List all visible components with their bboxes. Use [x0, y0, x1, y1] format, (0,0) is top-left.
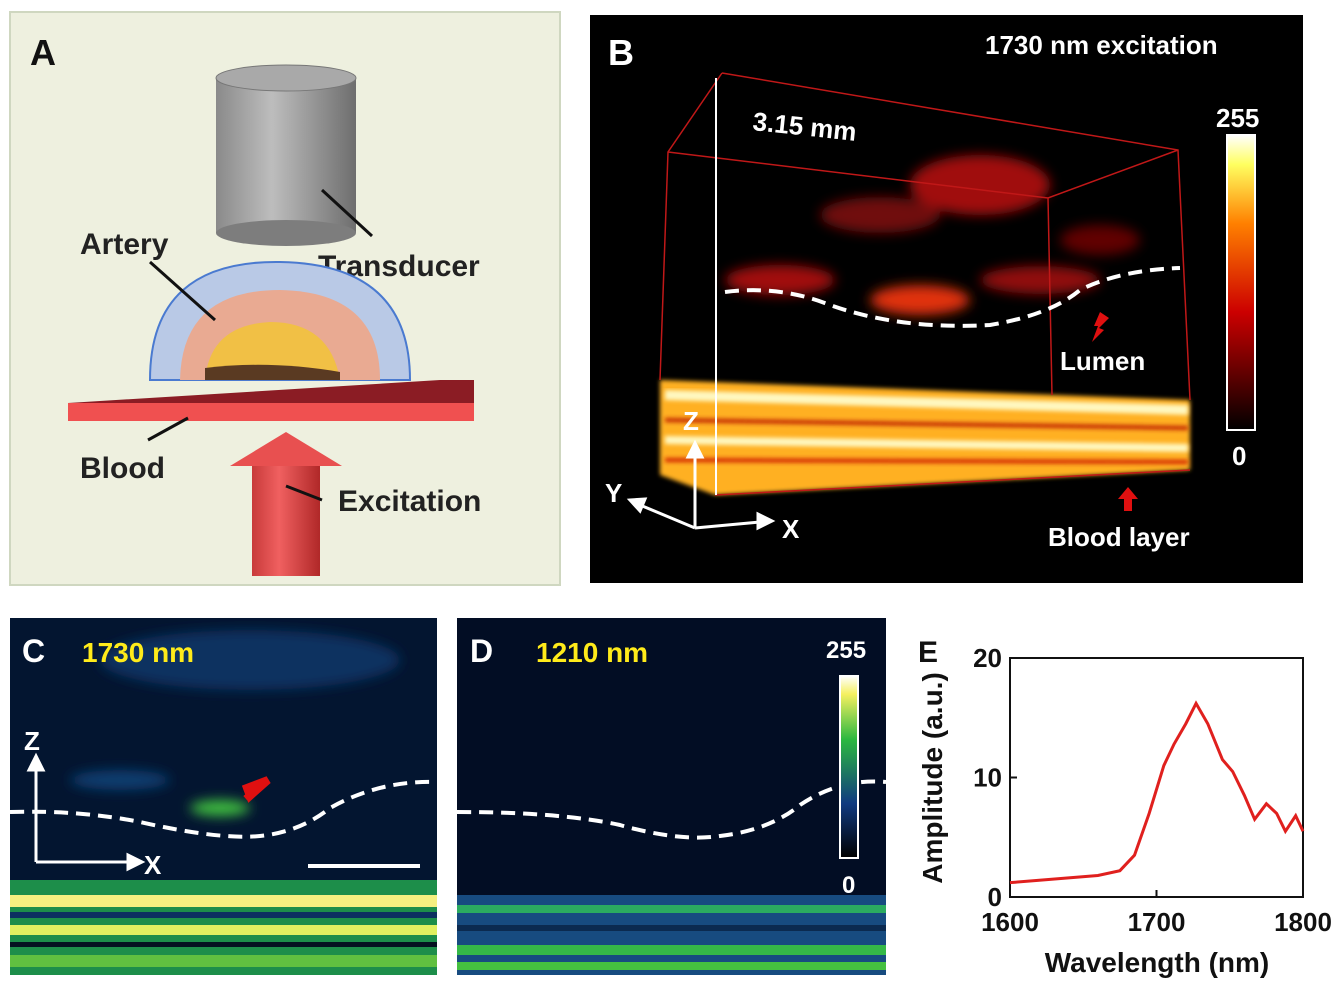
- label: Blood: [80, 452, 165, 485]
- y-tick-label: 10: [973, 763, 1002, 793]
- axis-label: Z: [683, 406, 699, 436]
- data-line: [1010, 703, 1303, 882]
- x-tick-label: 1700: [1128, 907, 1186, 937]
- colorbar-min: 0: [842, 872, 855, 899]
- transducer-bottom: [216, 220, 356, 246]
- x-axis-label: Wavelength (nm): [1045, 947, 1270, 978]
- transducer: [216, 78, 356, 233]
- title: 1210 nm: [536, 637, 648, 668]
- blood-layer: [68, 403, 474, 421]
- colorbar-max: 255: [826, 637, 866, 664]
- y-tick-label: 0: [988, 882, 1002, 912]
- panel-label: E: [918, 636, 938, 669]
- x-tick-label: 1800: [1274, 907, 1332, 937]
- excitation-shaft: [252, 464, 320, 576]
- label: Blood layer: [1048, 522, 1190, 552]
- colorbar: [840, 676, 858, 858]
- axis-label: Z: [24, 726, 40, 756]
- label: Excitation: [338, 485, 481, 518]
- colorbar-min: 0: [1232, 441, 1246, 471]
- title: 1730 nm: [82, 637, 194, 668]
- y-tick-label: 20: [973, 643, 1002, 673]
- blood-stripes: [457, 895, 886, 975]
- y-axis-label: Amplitude (a.u.): [917, 672, 948, 884]
- page: { "panels": { "a": {"label": "A", "trans…: [0, 0, 1342, 981]
- blood-stripes: [10, 880, 437, 975]
- chart: E Wavelength (nm) Amplitude (a.u.): [917, 636, 1303, 978]
- axis-label: Y: [605, 478, 622, 508]
- panel-label: D: [470, 633, 493, 669]
- axis-label: X: [782, 514, 800, 544]
- label: Artery: [80, 228, 169, 261]
- transducer-top: [216, 65, 356, 91]
- figure: A Transducer Artery Blood Excitation B 1…: [0, 0, 1342, 981]
- colorbar: [1227, 135, 1255, 430]
- plot-frame: [1010, 658, 1303, 897]
- panel-label: B: [608, 32, 634, 73]
- colorbar-max: 255: [1216, 103, 1259, 133]
- label: Lumen: [1060, 346, 1145, 376]
- panel-label: C: [22, 633, 45, 669]
- title: 1730 nm excitation: [985, 30, 1218, 60]
- panel-label: A: [30, 32, 56, 73]
- axis-label: X: [144, 850, 162, 880]
